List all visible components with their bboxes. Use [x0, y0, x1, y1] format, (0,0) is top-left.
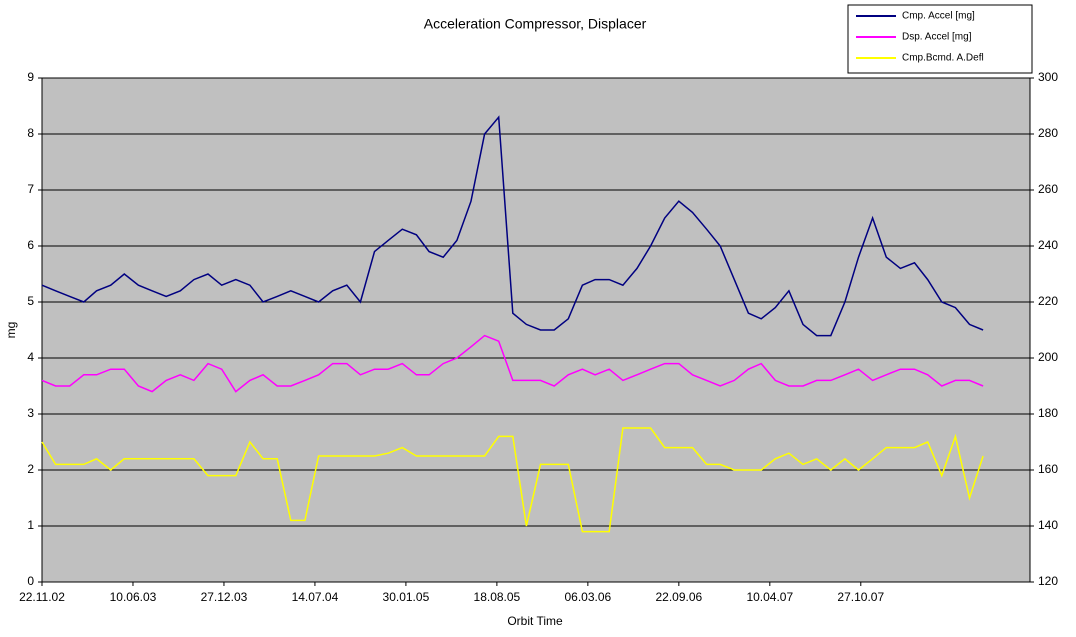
y2-tick-label: 180: [1038, 406, 1058, 420]
y-tick-label: 4: [27, 350, 34, 364]
x-axis-label: Orbit Time: [507, 614, 563, 628]
x-tick-label: 22.11.02: [19, 590, 65, 604]
y-tick-label: 8: [27, 126, 34, 140]
x-tick-label: 14.07.04: [292, 590, 339, 604]
x-tick-label: 22.09.06: [655, 590, 702, 604]
y-tick-label: 7: [27, 182, 34, 196]
y-tick-label: 9: [27, 70, 34, 84]
y-tick-label: 6: [27, 238, 34, 252]
plot-area: [42, 78, 1030, 582]
y-tick-label: 2: [27, 462, 34, 476]
legend-label: Cmp.Bcmd. A.Defl: [902, 53, 984, 64]
y2-tick-label: 260: [1038, 182, 1058, 196]
y-tick-label: 3: [27, 406, 34, 420]
x-tick-label: 18.08.05: [474, 590, 521, 604]
y-tick-label: 1: [27, 518, 34, 532]
y2-tick-label: 240: [1038, 238, 1058, 252]
x-tick-label: 10.06.03: [110, 590, 157, 604]
x-tick-label: 10.04.07: [746, 590, 793, 604]
y-tick-label: 0: [27, 574, 34, 588]
x-tick-label: 06.03.06: [564, 590, 611, 604]
series-line: [41, 427, 984, 533]
y2-tick-label: 300: [1038, 70, 1058, 84]
y-tick-label: 5: [27, 294, 34, 308]
x-tick-label: 27.12.03: [201, 590, 248, 604]
y2-tick-label: 120: [1038, 574, 1058, 588]
chart-title: Acceleration Compressor, Displacer: [424, 16, 647, 32]
y2-tick-label: 280: [1038, 126, 1058, 140]
series-line: [41, 334, 984, 393]
y2-tick-label: 160: [1038, 462, 1058, 476]
y-axis-label: mg: [4, 322, 18, 339]
legend-label: Cmp. Accel [mg]: [902, 11, 975, 22]
x-tick-label: 30.01.05: [383, 590, 430, 604]
y2-tick-label: 200: [1038, 350, 1058, 364]
x-tick-label: 27.10.07: [837, 590, 884, 604]
legend-label: Dsp. Accel [mg]: [902, 32, 972, 43]
y2-tick-label: 220: [1038, 294, 1058, 308]
y2-tick-label: 140: [1038, 518, 1058, 532]
series-line: [41, 115, 984, 337]
